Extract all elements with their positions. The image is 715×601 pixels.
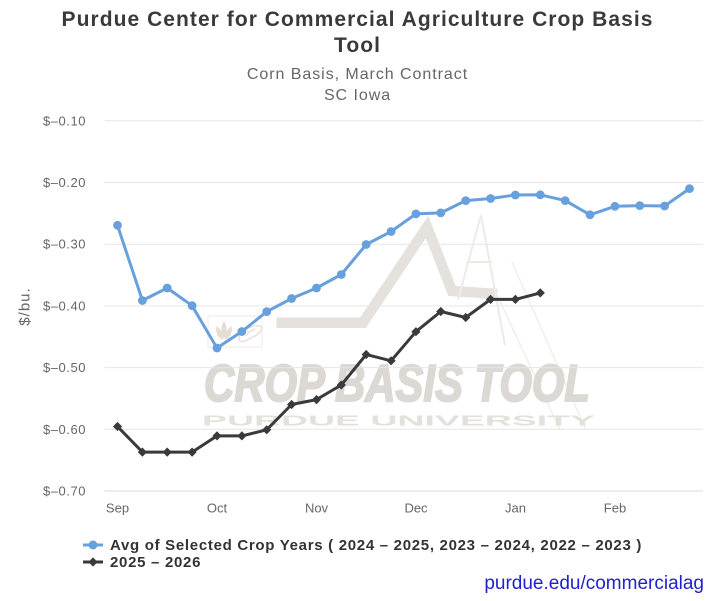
svg-text:Oct: Oct [207, 501, 228, 516]
svg-text:Nov: Nov [305, 501, 329, 516]
svg-text:$–0.60: $–0.60 [43, 422, 86, 437]
svg-text:$–0.30: $–0.30 [43, 237, 86, 252]
svg-text:$–0.10: $–0.10 [43, 113, 86, 128]
svg-text:Sep: Sep [106, 501, 129, 516]
svg-text:$–0.50: $–0.50 [43, 360, 86, 375]
svg-text:PURDUE UNIVERSITY: PURDUE UNIVERSITY [202, 414, 596, 430]
svg-text:CROP BASIS TOOL: CROP BASIS TOOL [204, 355, 590, 413]
svg-text:Feb: Feb [604, 501, 626, 516]
svg-text:$–0.70: $–0.70 [43, 484, 86, 499]
svg-text:Dec: Dec [404, 501, 428, 516]
svg-text:$–0.20: $–0.20 [43, 175, 86, 190]
svg-text:Jan: Jan [505, 501, 526, 516]
svg-text:$–0.40: $–0.40 [43, 298, 86, 313]
